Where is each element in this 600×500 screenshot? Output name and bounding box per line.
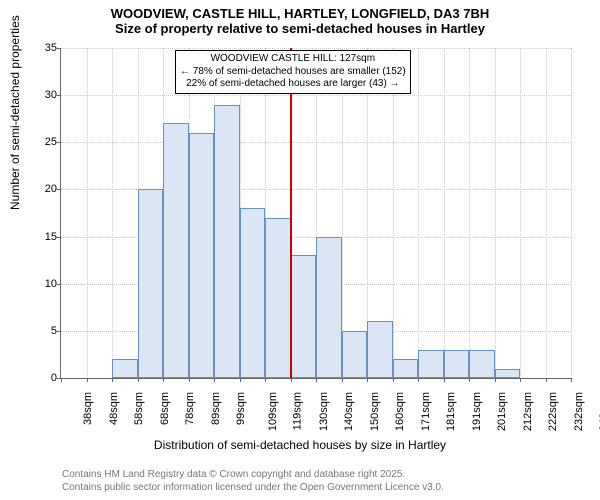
grid-line-v: [469, 48, 470, 378]
x-tick-label: 201sqm: [496, 392, 508, 431]
x-tick-label: 222sqm: [547, 392, 559, 431]
x-tick-label: 119sqm: [291, 392, 303, 430]
x-tick-mark: [240, 378, 241, 382]
histogram-bar: [112, 359, 138, 378]
y-tick-label: 30: [31, 89, 57, 101]
x-tick-label: 130sqm: [318, 392, 330, 431]
y-tick-mark: [57, 142, 61, 143]
grid-line-v: [87, 48, 88, 378]
grid-line-v: [418, 48, 419, 378]
x-tick-mark: [469, 378, 470, 382]
histogram-bar: [367, 321, 393, 378]
x-tick-mark: [61, 378, 62, 382]
histogram-bar: [189, 133, 215, 378]
histogram-bar: [265, 218, 291, 378]
info-box-line3: 22% of semi-detached houses are larger (…: [180, 78, 406, 91]
x-tick-label: 99sqm: [235, 392, 247, 425]
x-tick-mark: [342, 378, 343, 382]
histogram-bar: [291, 255, 317, 378]
histogram-bar: [444, 350, 470, 378]
x-tick-mark: [291, 378, 292, 382]
histogram-bar: [393, 359, 419, 378]
histogram-bar: [214, 105, 240, 378]
histogram-bar: [418, 350, 444, 378]
x-tick-label: 58sqm: [133, 392, 145, 425]
x-tick-mark: [393, 378, 394, 382]
x-tick-mark: [265, 378, 266, 382]
y-tick-label: 25: [31, 136, 57, 148]
y-tick-label: 0: [31, 372, 57, 384]
info-box-line2: ← 78% of semi-detached houses are smalle…: [180, 66, 406, 79]
x-tick-label: 232sqm: [573, 392, 585, 431]
info-box-line1: WOODVIEW CASTLE HILL: 127sqm: [180, 53, 406, 66]
x-tick-mark: [163, 378, 164, 382]
histogram-bar: [469, 350, 495, 378]
grid-line-v: [393, 48, 394, 378]
grid-line-v: [495, 48, 496, 378]
x-tick-mark: [189, 378, 190, 382]
y-tick-label: 20: [31, 183, 57, 195]
y-tick-mark: [57, 189, 61, 190]
x-tick-mark: [367, 378, 368, 382]
grid-line-v: [571, 48, 572, 378]
x-tick-label: 171sqm: [420, 392, 432, 431]
x-tick-mark: [444, 378, 445, 382]
chart-title-sub: Size of property relative to semi-detach…: [0, 21, 600, 36]
x-tick-label: 38sqm: [82, 392, 94, 425]
x-tick-mark: [520, 378, 521, 382]
y-tick-label: 15: [31, 231, 57, 243]
x-tick-label: 78sqm: [184, 392, 196, 425]
x-tick-mark: [546, 378, 547, 382]
histogram-bar: [138, 189, 164, 378]
grid-line-v: [520, 48, 521, 378]
x-tick-label: 150sqm: [369, 392, 381, 431]
x-tick-mark: [495, 378, 496, 382]
chart-title-main: WOODVIEW, CASTLE HILL, HARTLEY, LONGFIEL…: [0, 0, 600, 21]
y-tick-mark: [57, 331, 61, 332]
x-tick-mark: [418, 378, 419, 382]
reference-line: [290, 48, 292, 378]
y-axis-label: Number of semi-detached properties: [8, 15, 22, 210]
histogram-bar: [163, 123, 189, 378]
x-tick-mark: [316, 378, 317, 382]
attribution-line2: Contains public sector information licen…: [62, 481, 444, 494]
x-tick-label: 191sqm: [471, 392, 483, 431]
x-tick-label: 212sqm: [522, 392, 534, 431]
y-tick-label: 35: [31, 42, 57, 54]
grid-line-v: [546, 48, 547, 378]
reference-info-box: WOODVIEW CASTLE HILL: 127sqm ← 78% of se…: [175, 50, 411, 94]
y-tick-mark: [57, 48, 61, 49]
x-tick-label: 89sqm: [210, 392, 222, 425]
histogram-bar: [240, 208, 266, 378]
histogram-bar: [342, 331, 368, 378]
x-axis-label: Distribution of semi-detached houses by …: [0, 438, 600, 452]
chart-container: WOODVIEW, CASTLE HILL, HARTLEY, LONGFIEL…: [0, 0, 600, 500]
x-tick-label: 181sqm: [445, 392, 457, 431]
y-tick-mark: [57, 237, 61, 238]
x-tick-mark: [112, 378, 113, 382]
histogram-bar: [316, 237, 342, 378]
x-tick-mark: [87, 378, 88, 382]
x-tick-mark: [138, 378, 139, 382]
x-tick-label: 160sqm: [394, 392, 406, 431]
attribution-text: Contains HM Land Registry data © Crown c…: [62, 468, 444, 494]
x-tick-label: 48sqm: [108, 392, 120, 425]
y-tick-label: 5: [31, 325, 57, 337]
attribution-line1: Contains HM Land Registry data © Crown c…: [62, 468, 444, 481]
grid-line-v: [342, 48, 343, 378]
plot-area: 0510152025303538sqm48sqm58sqm68sqm78sqm8…: [60, 48, 571, 379]
histogram-bar: [495, 369, 521, 378]
y-tick-label: 10: [31, 278, 57, 290]
grid-line-v: [444, 48, 445, 378]
y-tick-mark: [57, 284, 61, 285]
x-tick-label: 140sqm: [343, 392, 355, 431]
x-tick-label: 109sqm: [267, 392, 279, 431]
x-tick-label: 68sqm: [159, 392, 171, 425]
y-tick-mark: [57, 95, 61, 96]
grid-line-v: [112, 48, 113, 378]
x-tick-mark: [214, 378, 215, 382]
x-tick-mark: [571, 378, 572, 382]
